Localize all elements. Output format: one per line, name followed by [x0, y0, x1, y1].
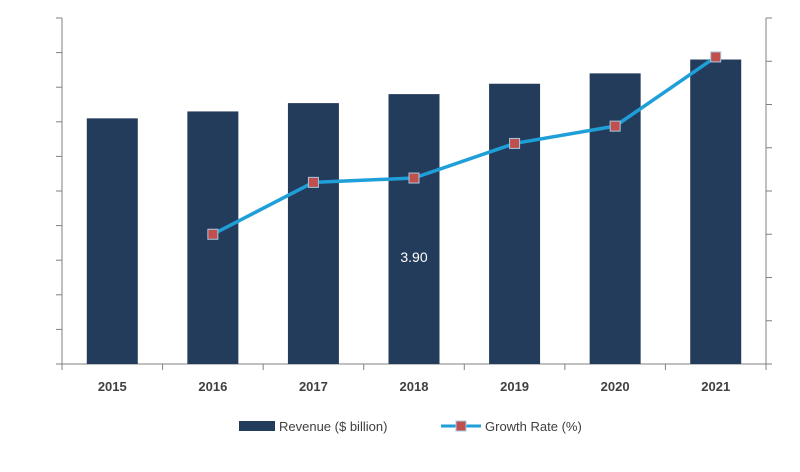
data-labels: 3.90: [400, 249, 427, 265]
x-tick-label-2016: 2016: [198, 379, 227, 394]
x-tick-label-2018: 2018: [400, 379, 429, 394]
revenue-bar-2020: [589, 73, 641, 365]
revenue-bar-2021: [690, 59, 742, 365]
growth-rate-point-2018: [408, 172, 420, 184]
revenue-bar-2019: [489, 83, 541, 365]
growth-rate-point-2017: [307, 176, 319, 188]
growth-rate-point-2016: [207, 228, 219, 240]
x-tick-label-2019: 2019: [500, 379, 529, 394]
legend: Revenue ($ billion) Growth Rate (%): [239, 419, 582, 434]
growth-rate-point-2019: [509, 137, 521, 149]
legend-swatch-revenue: [239, 421, 275, 431]
x-tick-label-2017: 2017: [299, 379, 328, 394]
legend-label-revenue: Revenue ($ billion): [279, 419, 387, 434]
growth-rate-point-2021: [710, 51, 722, 63]
x-axis-tick-labels: 2015 2016 2017 2018 2019 2020 2021: [98, 379, 730, 394]
legend-item-revenue: Revenue ($ billion): [239, 419, 387, 434]
revenue-bar-2015: [86, 118, 138, 364]
growth-rate-line: [212, 55, 717, 236]
revenue-bars: [86, 59, 742, 365]
legend-item-growth-rate: Growth Rate (%): [441, 419, 582, 434]
growth-rate-point-2020: [609, 120, 621, 132]
growth-line-series: [207, 51, 722, 240]
legend-swatch-growth-marker: [455, 420, 467, 432]
revenue-bar-2017: [287, 103, 339, 364]
x-tick-label-2021: 2021: [701, 379, 730, 394]
x-tick-label-2020: 2020: [601, 379, 630, 394]
data-label-2018: 3.90: [400, 249, 427, 265]
x-tick-label-2015: 2015: [98, 379, 127, 394]
legend-label-growth-rate: Growth Rate (%): [485, 419, 582, 434]
revenue-bar-2018: [388, 94, 440, 365]
